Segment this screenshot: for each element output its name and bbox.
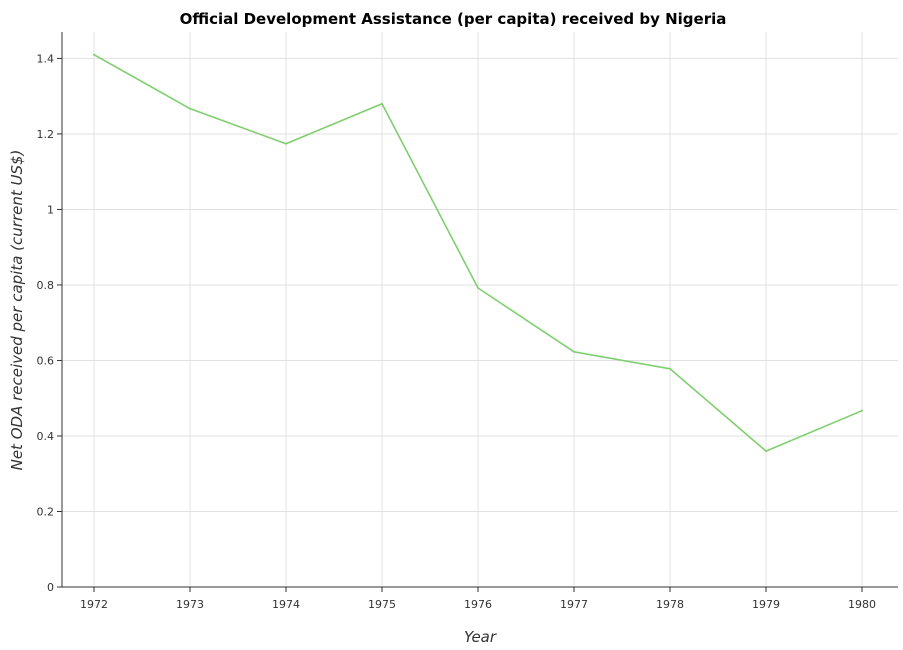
data-point — [861, 409, 863, 412]
y-axis-label: Net ODA received per capita (current US$… — [8, 150, 26, 471]
x-tick-label: 1973 — [176, 598, 204, 611]
x-tick-label: 1976 — [464, 598, 492, 611]
chart-title: Official Development Assistance (per cap… — [180, 10, 727, 28]
x-tick-label: 1978 — [656, 598, 684, 611]
y-tick-label: 0.2 — [37, 505, 55, 518]
y-tick-label: 1.4 — [37, 52, 55, 65]
data-point — [573, 350, 575, 353]
data-point — [477, 286, 479, 289]
ticks: 0 0.2 0.4 0.6 0.8 1 1.2 1.4 1972 1973 1974 1975 1976… — [37, 52, 877, 611]
series — [93, 53, 863, 453]
x-tick-label: 1980 — [848, 598, 876, 611]
x-tick-label: 1974 — [272, 598, 300, 611]
x-tick-label: 1977 — [560, 598, 588, 611]
data-point — [93, 53, 95, 56]
y-tick-label: 0.6 — [37, 354, 55, 367]
data-point — [669, 367, 671, 370]
y-tick-label: 0.8 — [37, 279, 55, 292]
y-tick-label: 1 — [47, 203, 54, 216]
x-tick-label: 1972 — [80, 598, 108, 611]
data-point — [189, 107, 191, 110]
data-point — [765, 450, 767, 453]
x-axis-label: Year — [464, 628, 497, 646]
y-tick-label: 1.2 — [37, 128, 55, 141]
x-tick-label: 1979 — [752, 598, 780, 611]
data-point — [381, 102, 383, 105]
y-tick-label: 0 — [47, 581, 54, 594]
axes — [61, 32, 898, 588]
x-tick-label: 1975 — [368, 598, 396, 611]
y-tick-label: 0.4 — [37, 430, 55, 443]
data-point — [285, 142, 287, 145]
grid — [62, 32, 898, 588]
